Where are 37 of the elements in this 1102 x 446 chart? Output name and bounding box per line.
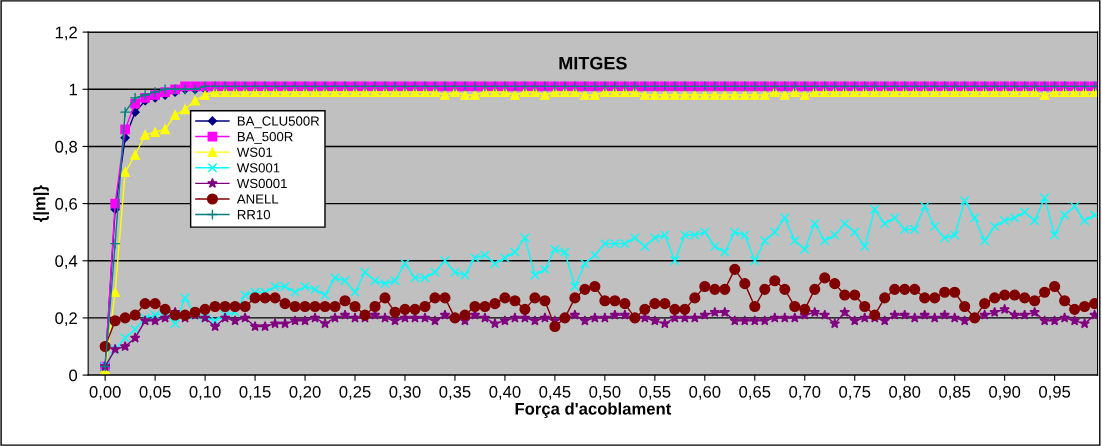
y-tick-label: 1 bbox=[69, 83, 77, 96]
x-tick-label: 0,80 bbox=[889, 385, 921, 400]
x-tick-label: 0,25 bbox=[339, 385, 371, 400]
legend-label: WS001 bbox=[236, 163, 280, 173]
x-axis-title: Força d'acoblament bbox=[515, 402, 672, 418]
x-tick-label: 0,55 bbox=[639, 385, 671, 400]
x-tick-label: 0,10 bbox=[189, 385, 221, 400]
y-tick-label: 0 bbox=[69, 369, 78, 382]
y-tick-label: 0,6 bbox=[55, 198, 78, 212]
x-tick-label: 0,00 bbox=[89, 385, 121, 400]
legend-label: WS0001 bbox=[236, 178, 287, 189]
x-tick-label: 0,45 bbox=[539, 385, 571, 400]
legend-label: ANELL bbox=[236, 194, 279, 204]
x-tick-label: 0,95 bbox=[1039, 385, 1071, 400]
y-tick-label: 0,4 bbox=[55, 255, 78, 269]
x-tick-label: 0,60 bbox=[689, 385, 721, 400]
x-tick-label: 0,15 bbox=[239, 385, 271, 400]
x-tick-label: 0,85 bbox=[939, 385, 971, 400]
y-tick-label: 1,2 bbox=[55, 26, 77, 41]
x-tick-label: 0,75 bbox=[839, 385, 871, 400]
legend-label: BA_CLU500R bbox=[237, 116, 320, 129]
legend-label: RR10 bbox=[237, 209, 271, 220]
x-tick-label: 0,90 bbox=[989, 385, 1021, 400]
y-tick-label: 0,2 bbox=[55, 312, 77, 327]
y-axis-title: {|m|} bbox=[33, 185, 50, 222]
x-tick-label: 0,65 bbox=[739, 385, 771, 400]
legend-label: BA_500R bbox=[237, 131, 293, 144]
x-tick-label: 0,05 bbox=[139, 385, 171, 400]
x-tick-label: 0,30 bbox=[389, 385, 421, 400]
x-tick-label: 0,20 bbox=[289, 385, 321, 400]
legend-label: WS01 bbox=[236, 147, 273, 157]
text: MITGES bbox=[559, 56, 627, 70]
x-tick-label: 0,35 bbox=[439, 385, 471, 400]
y-tick-label: 0,8 bbox=[55, 140, 78, 155]
x-tick-label: 0,50 bbox=[589, 385, 621, 400]
x-tick-label: 0,70 bbox=[789, 385, 821, 400]
x-tick-label: 0,40 bbox=[489, 385, 521, 400]
